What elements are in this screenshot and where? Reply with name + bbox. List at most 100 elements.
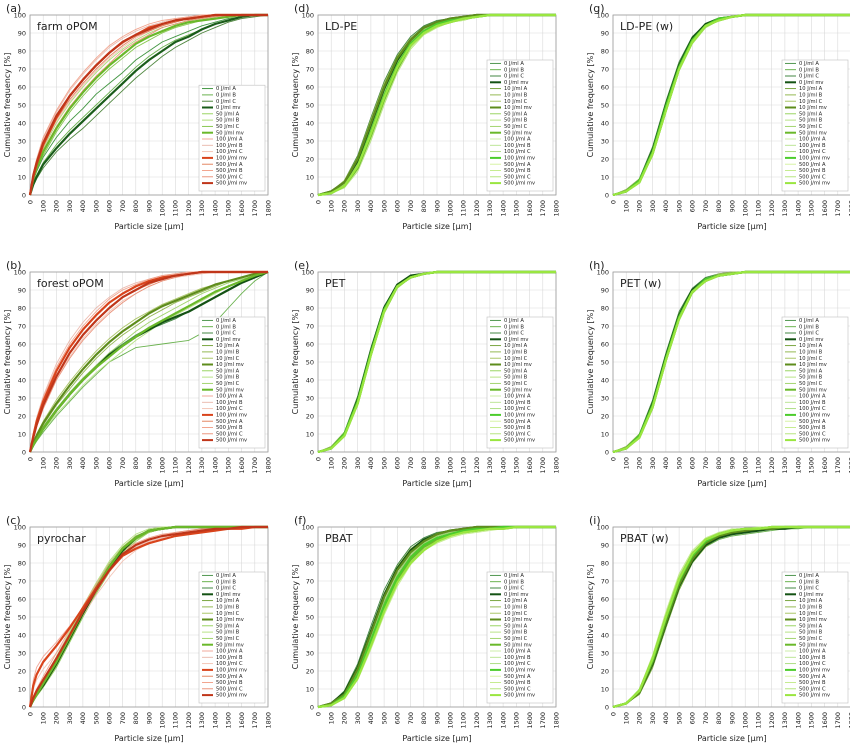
legend-entry: 50 J/ml B bbox=[799, 630, 823, 636]
plot-frame bbox=[29, 271, 269, 453]
legend-entry: 100 J/ml B bbox=[799, 655, 826, 661]
legend-entry: 10 J/ml C bbox=[504, 611, 528, 617]
legend-entry: 10 J/ml A bbox=[799, 86, 823, 92]
y-tick-label: 50 bbox=[18, 359, 26, 367]
x-tick-label: 100 bbox=[623, 200, 631, 212]
x-tick-label: 100 bbox=[623, 457, 631, 469]
chart-title: pyrochar bbox=[37, 532, 86, 545]
legend-entry: 10 J/ml mv bbox=[216, 617, 244, 623]
legend-entry: 50 J/ml mv bbox=[799, 642, 827, 648]
y-tick-label: 90 bbox=[18, 30, 26, 38]
series-line bbox=[29, 525, 268, 708]
x-tick-label: 400 bbox=[367, 200, 375, 212]
x-tick-label: 1000 bbox=[742, 200, 750, 217]
legend-entry: 0 J/ml B bbox=[216, 579, 236, 585]
y-tick-label: 40 bbox=[601, 120, 609, 128]
y-axis-label: Cumulative frequency [%] bbox=[291, 310, 300, 415]
x-tick-label: 1700 bbox=[251, 457, 259, 474]
legend-entry: 0 J/ml C bbox=[799, 331, 819, 337]
x-tick-label: 900 bbox=[433, 712, 441, 724]
y-tick-label: 10 bbox=[306, 174, 314, 182]
x-tick-label: 700 bbox=[119, 712, 127, 724]
x-tick-label: 0 bbox=[609, 200, 617, 204]
y-tick-label: 100 bbox=[302, 269, 314, 277]
x-tick-label: 1500 bbox=[808, 200, 816, 217]
x-axis-label: Particle size [µm] bbox=[114, 734, 183, 743]
legend-entry: 100 J/ml A bbox=[504, 394, 531, 400]
legend-entry: 10 J/ml B bbox=[799, 93, 823, 99]
y-tick-label: 100 bbox=[302, 12, 314, 20]
x-tick-label: 700 bbox=[119, 457, 127, 469]
y-tick-label: 60 bbox=[18, 341, 26, 349]
y-tick-label: 40 bbox=[306, 632, 314, 640]
y-tick-label: 70 bbox=[306, 323, 314, 331]
x-tick-label: 800 bbox=[132, 712, 140, 724]
legend-entry: 100 J/ml B bbox=[504, 400, 531, 406]
y-tick-label: 50 bbox=[306, 359, 314, 367]
x-tick-label: 700 bbox=[702, 457, 710, 469]
y-tick-label: 80 bbox=[601, 305, 609, 313]
y-tick-label: 90 bbox=[306, 542, 314, 550]
y-tick-label: 30 bbox=[306, 395, 314, 403]
legend-entry: 500 J/ml A bbox=[504, 674, 531, 680]
legend-entry: 50 J/ml B bbox=[799, 118, 823, 124]
legend-entry: 100 J/ml mv bbox=[216, 156, 247, 162]
legend-entry: 50 J/ml A bbox=[799, 111, 823, 117]
legend-entry: 500 J/ml B bbox=[799, 168, 826, 174]
y-tick-label: 10 bbox=[306, 431, 314, 439]
y-tick-label: 60 bbox=[601, 596, 609, 604]
x-tick-label: 600 bbox=[106, 457, 114, 469]
legend-entry: 0 J/ml B bbox=[504, 324, 524, 330]
y-tick-label: 0 bbox=[22, 704, 26, 712]
y-tick-label: 10 bbox=[18, 686, 26, 694]
y-axis-label: Cumulative frequency [%] bbox=[3, 53, 12, 158]
y-tick-label: 50 bbox=[601, 359, 609, 367]
x-tick-label: 1100 bbox=[755, 457, 763, 474]
y-tick-label: 90 bbox=[306, 287, 314, 295]
legend-entry: 50 J/ml C bbox=[216, 636, 240, 642]
x-tick-label: 500 bbox=[92, 712, 100, 724]
y-tick-label: 100 bbox=[14, 12, 26, 20]
legend-entry: 50 J/ml B bbox=[504, 630, 528, 636]
legend-entry: 10 J/ml A bbox=[504, 86, 528, 92]
x-tick-label: 300 bbox=[649, 712, 657, 724]
legend-entry: 0 J/ml mv bbox=[799, 80, 824, 86]
chart-title: LD-PE (w) bbox=[620, 20, 673, 33]
legend-entry: 100 J/ml B bbox=[216, 143, 243, 149]
legend-entry: 500 J/ml A bbox=[504, 162, 531, 168]
legend-entry: 50 J/ml C bbox=[504, 124, 528, 130]
x-tick-label: 300 bbox=[66, 457, 74, 469]
legend-entry: 10 J/ml A bbox=[799, 343, 823, 349]
y-tick-label: 10 bbox=[18, 174, 26, 182]
y-tick-label: 40 bbox=[601, 632, 609, 640]
legend-entry: 10 J/ml B bbox=[504, 350, 528, 356]
x-tick-label: 1200 bbox=[473, 200, 481, 217]
x-axis-label: Particle size [µm] bbox=[114, 222, 183, 231]
chart-title: PBAT (w) bbox=[620, 532, 669, 545]
x-tick-label: 900 bbox=[145, 712, 153, 724]
y-tick-label: 40 bbox=[306, 120, 314, 128]
y-tick-label: 60 bbox=[601, 84, 609, 92]
legend-entry: 10 J/ml C bbox=[504, 99, 528, 105]
series-line bbox=[612, 525, 850, 709]
plot-frame bbox=[29, 14, 269, 196]
y-tick-label: 0 bbox=[310, 449, 314, 457]
legend-entry: 50 J/ml C bbox=[216, 381, 240, 387]
legend-entry: 500 J/ml B bbox=[504, 168, 531, 174]
y-tick-label: 70 bbox=[18, 66, 26, 74]
legend-entry: 100 J/ml C bbox=[216, 149, 243, 155]
series-line bbox=[29, 270, 269, 453]
x-tick-label: 1200 bbox=[768, 200, 776, 217]
x-tick-label: 1100 bbox=[172, 457, 180, 474]
x-tick-label: 1100 bbox=[172, 712, 180, 729]
x-tick-label: 1000 bbox=[742, 457, 750, 474]
x-tick-label: 1700 bbox=[834, 200, 842, 217]
series-line bbox=[29, 14, 268, 196]
x-tick-label: 600 bbox=[394, 200, 402, 212]
series-line bbox=[28, 270, 269, 453]
legend-entry: 0 J/ml mv bbox=[504, 337, 529, 343]
x-tick-label: 700 bbox=[407, 457, 415, 469]
legend-entry: 50 J/ml A bbox=[799, 368, 823, 374]
legend-entry: 500 J/ml C bbox=[799, 174, 826, 180]
legend-entry: 0 J/ml C bbox=[799, 586, 819, 592]
